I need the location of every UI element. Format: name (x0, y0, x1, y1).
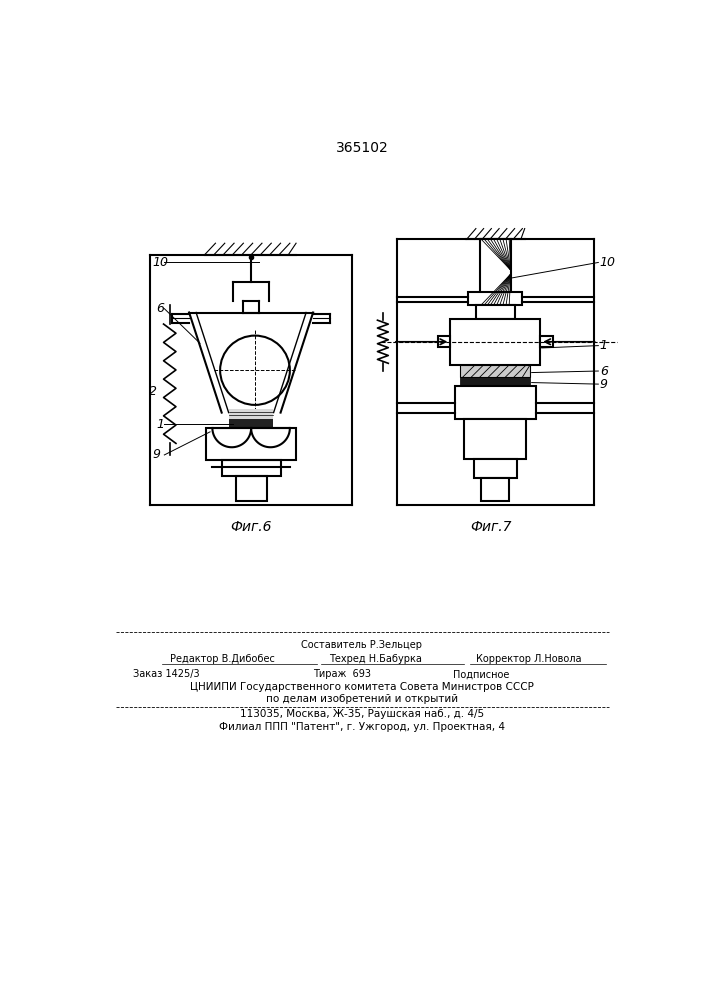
Bar (222, 460, 281, 476)
Bar (464, 419, 526, 459)
Text: 1: 1 (600, 339, 608, 352)
Text: 9: 9 (153, 448, 160, 461)
Text: Заказ 1425/3: Заказ 1425/3 (132, 669, 199, 679)
Text: ЦНИИПИ Государственного комитета Совета Министров СССР: ЦНИИПИ Государственного комитета Совета … (190, 682, 534, 692)
Bar (206, 428, 296, 460)
Text: Корректор Л.Новола: Корректор Л.Новола (476, 654, 581, 664)
Text: Редактор В.Дибобес: Редактор В.Дибобес (170, 654, 274, 664)
Text: 10: 10 (153, 256, 169, 269)
Text: Техред Н.Бабурка: Техред Н.Бабурка (329, 654, 421, 664)
Text: 113035, Москва, Ж-35, Раушская наб., д. 4/5: 113035, Москва, Ж-35, Раушская наб., д. … (240, 709, 484, 719)
Bar (438, 336, 450, 347)
Text: 1: 1 (156, 418, 165, 431)
Text: по делам изобретений и открытий: по делам изобретений и открытий (266, 694, 458, 704)
Text: Филиал ППП "Патент", г. Ужгород, ул. Проектная, 4: Филиал ППП "Патент", г. Ужгород, ул. Про… (219, 722, 505, 732)
Text: Фиг.7: Фиг.7 (471, 520, 512, 534)
Text: Составитель Р.Зельцер: Составитель Р.Зельцер (301, 640, 423, 650)
Text: 6: 6 (156, 302, 165, 315)
Text: 10: 10 (600, 256, 616, 269)
Bar (481, 478, 509, 501)
Polygon shape (460, 377, 530, 386)
Polygon shape (230, 419, 273, 428)
Text: Подписное: Подписное (452, 669, 509, 679)
Bar (455, 386, 535, 419)
Polygon shape (460, 365, 530, 377)
Text: Тираж  693: Тираж 693 (313, 669, 371, 679)
Polygon shape (230, 409, 273, 419)
Text: Фиг.6: Фиг.6 (230, 520, 272, 534)
Bar (480, 239, 510, 305)
Text: 365102: 365102 (337, 141, 389, 155)
Text: 2: 2 (148, 385, 157, 398)
Bar (450, 319, 540, 365)
Text: 9: 9 (600, 378, 608, 391)
Bar (468, 292, 522, 305)
Bar (235, 476, 267, 501)
Bar (474, 459, 517, 478)
Bar (476, 305, 515, 319)
Text: 6: 6 (600, 365, 608, 378)
Bar (540, 336, 553, 347)
